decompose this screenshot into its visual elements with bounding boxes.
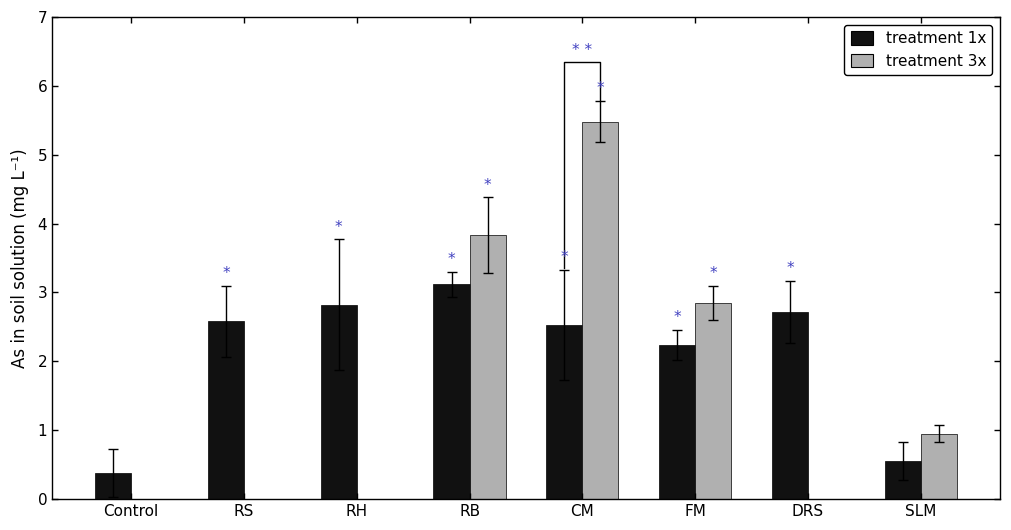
Text: *: * (673, 310, 681, 325)
Text: *: * (222, 266, 229, 281)
Text: *: * (710, 266, 717, 281)
Text: *: * (448, 252, 455, 267)
Text: * *: * * (572, 43, 592, 58)
Text: *: * (787, 261, 794, 276)
Bar (582, 122, 619, 499)
Bar (95, 473, 131, 499)
Bar (885, 461, 921, 499)
Bar (696, 303, 731, 499)
Bar (434, 284, 469, 499)
Text: *: * (484, 178, 491, 193)
Text: *: * (335, 219, 343, 235)
Bar (546, 325, 582, 499)
Bar (320, 305, 357, 499)
Y-axis label: As in soil solution (mg L⁻¹): As in soil solution (mg L⁻¹) (11, 148, 29, 368)
Bar (921, 434, 956, 499)
Bar (469, 235, 506, 499)
Text: *: * (560, 250, 568, 265)
Bar (208, 321, 244, 499)
Bar (659, 345, 696, 499)
Legend: treatment 1x, treatment 3x: treatment 1x, treatment 3x (844, 25, 992, 75)
Text: *: * (596, 81, 605, 96)
Bar (771, 312, 808, 499)
